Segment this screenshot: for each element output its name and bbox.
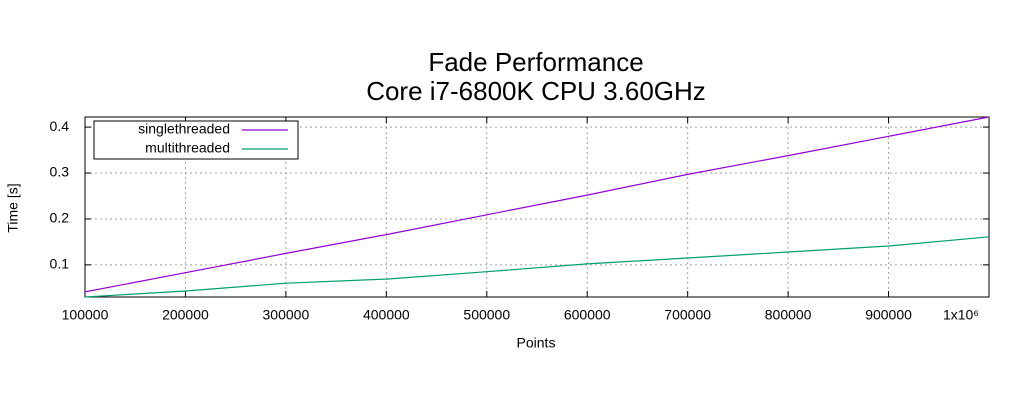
x-tick-label: 500000 (463, 307, 510, 323)
y-tick-label: 0.3 (50, 164, 70, 180)
series-line (84, 116, 990, 293)
chart-title: Fade Performance (428, 47, 643, 77)
x-tick-label: 400000 (363, 307, 410, 323)
x-tick-label: 600000 (564, 307, 611, 323)
chart-subtitle: Core i7-6800K CPU 3.60GHz (366, 76, 706, 106)
legend-label: singlethreaded (138, 121, 230, 137)
x-tick-label: 1x10⁶ (943, 307, 979, 323)
x-tick-label: 300000 (263, 307, 310, 323)
y-axis-label: Time [s] (5, 183, 21, 232)
x-tick-label: 800000 (765, 307, 812, 323)
x-tick-label: 100000 (62, 307, 109, 323)
y-tick-label: 0.4 (50, 118, 70, 134)
x-tick-label: 700000 (664, 307, 711, 323)
x-tick-label: 900000 (865, 307, 912, 323)
series-line (84, 236, 990, 298)
x-tick-label: 200000 (162, 307, 209, 323)
legend-box (93, 120, 299, 160)
y-tick-label: 0.2 (50, 210, 70, 226)
plot-frame (84, 116, 990, 298)
y-tick-label: 0.1 (50, 256, 70, 272)
x-axis-label: Points (517, 335, 556, 351)
legend-label: multithreaded (145, 140, 230, 156)
